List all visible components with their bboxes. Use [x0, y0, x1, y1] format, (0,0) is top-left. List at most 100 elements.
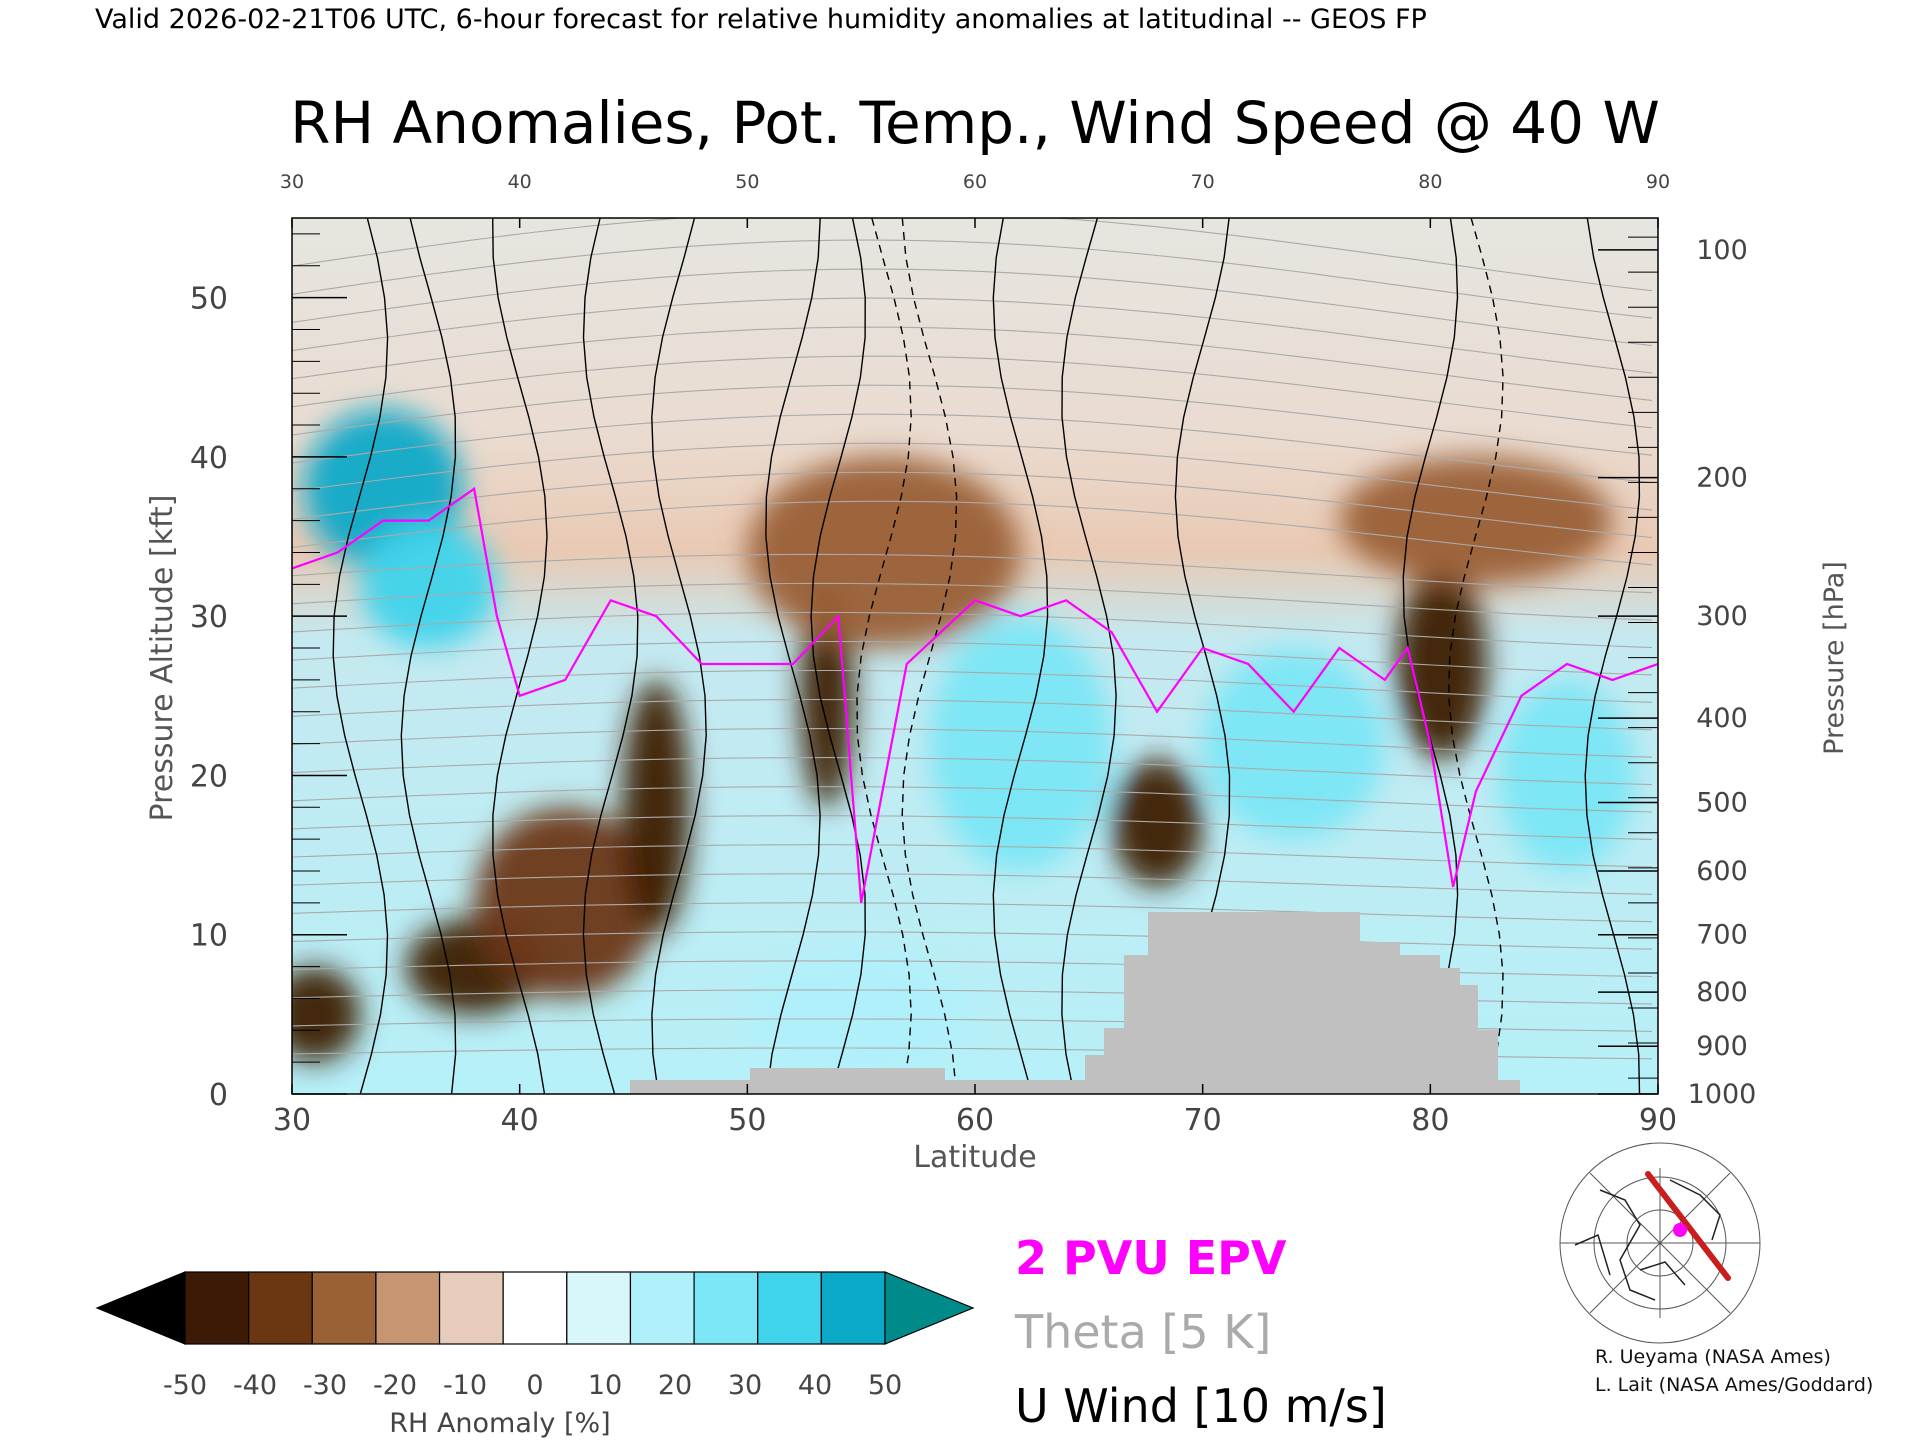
u-wind-contour — [1584, 218, 1641, 1094]
theta-contour — [292, 268, 1653, 347]
inset-location-marker — [1673, 1223, 1687, 1237]
y-axis-left: 0 10 20 30 40 50 — [190, 233, 347, 1113]
theta-contour — [292, 355, 1653, 429]
colorbar-cell — [438, 1271, 504, 1345]
y-tick-label-right: 200 — [1696, 463, 1748, 494]
rh-anomaly-region — [747, 456, 1021, 649]
inset-section-line — [1645, 1171, 1731, 1281]
y-tick-label-right: 600 — [1696, 856, 1748, 887]
colorbar-cell — [375, 1271, 441, 1345]
colorbar-tick-label: 30 — [728, 1370, 762, 1401]
u-wind-contour — [765, 218, 821, 1094]
theta-contour — [292, 297, 1653, 374]
u-wind-contour — [992, 218, 1049, 1094]
y-tick-label-right: 100 — [1696, 235, 1748, 266]
u-wind-contour — [901, 218, 958, 1094]
rh-anomaly-region — [929, 616, 1112, 872]
x-tick-label: 80 — [1411, 1103, 1449, 1138]
theta-contour — [292, 239, 1653, 319]
legend: 2 PVU EPV Theta [5 K] U Wind [10 m/s] — [1014, 1231, 1387, 1433]
colorbar: -50 -40 -30 -20 -10 0 10 20 30 40 50 RH Anomaly [%… — [95, 1271, 975, 1439]
u-wind-contour — [810, 218, 866, 1094]
theta-contour — [292, 218, 1653, 292]
u-wind-contour — [492, 218, 548, 1094]
plot-area: 30 40 50 60 70 80 90 30 40 50 60 70 80 90 0 10 20 30 40 5… — [145, 171, 1850, 1175]
theta-contour — [292, 326, 1653, 401]
x-tick-label: 90 — [1639, 1103, 1677, 1138]
theta-contour — [292, 902, 1653, 923]
u-wind-contour — [332, 218, 389, 1094]
chart-title: RH Anomalies, Pot. Temp., Wind Speed @ 4… — [290, 89, 1660, 157]
legend-theta: Theta [5 K] — [1014, 1305, 1271, 1359]
u-wind-contour — [582, 218, 639, 1094]
x-axis-label: Latitude — [913, 1140, 1036, 1175]
x-tick-label-top: 50 — [735, 171, 759, 193]
inset-locator-map — [1559, 1142, 1761, 1344]
x-tick-label-top: 40 — [508, 171, 532, 193]
attribution-line-1: R. Ueyama (NASA Ames) — [1595, 1346, 1831, 1368]
rh-anomaly-region — [1111, 759, 1203, 887]
colorbar-cell — [629, 1271, 695, 1345]
y-axis-right-label: Pressure [hPa] — [1819, 561, 1850, 755]
theta-contour — [292, 471, 1653, 539]
colorbar-extend-high — [884, 1271, 975, 1345]
legend-wind: U Wind [10 m/s] — [1015, 1379, 1387, 1433]
u-wind-contour — [400, 218, 457, 1094]
y-tick-label-left: 20 — [190, 759, 228, 794]
colorbar-cell — [502, 1271, 568, 1345]
theta-contour — [292, 815, 1653, 840]
y-tick-label-left: 0 — [209, 1078, 228, 1113]
colorbar-tick-label: 40 — [798, 1370, 832, 1401]
rh-anomaly-region — [1339, 456, 1613, 585]
y-tick-label-left: 40 — [190, 441, 228, 476]
x-tick-label-top: 30 — [280, 171, 304, 193]
colorbar-tick-label: -20 — [373, 1370, 417, 1401]
rh-anomaly-region — [292, 966, 361, 1063]
theta-contour — [292, 611, 1653, 649]
colorbar-cell — [820, 1271, 886, 1345]
theta-contour — [292, 582, 1653, 621]
colorbar-tick-label: 10 — [588, 1370, 622, 1401]
u-wind-contour — [1061, 218, 1117, 1094]
colorbar-cell — [566, 1271, 632, 1345]
theta-contour — [292, 728, 1653, 758]
x-tick-label: 40 — [501, 1103, 539, 1138]
colorbar-cell — [184, 1271, 250, 1345]
colorbar-tick-label: 50 — [868, 1370, 902, 1401]
y-tick-label-left: 30 — [190, 600, 228, 635]
x-tick-label-top: 80 — [1418, 171, 1442, 193]
rh-anomaly-region — [360, 520, 497, 649]
colorbar-tick-label: -40 — [233, 1370, 277, 1401]
theta-contour — [292, 500, 1653, 566]
terrain-mask — [630, 912, 1520, 1094]
x-tick-label-top: 60 — [963, 171, 987, 193]
colorbar-tick-label: 0 — [526, 1370, 543, 1401]
x-axis-top: 30 40 50 60 70 80 90 — [280, 171, 1670, 228]
x-axis-bottom: 30 40 50 60 70 80 90 — [273, 1084, 1677, 1138]
u-wind-contour — [1447, 218, 1504, 1094]
colorbar-cell — [248, 1271, 313, 1345]
theta-contour — [292, 931, 1653, 950]
u-wind-contour — [856, 218, 912, 1094]
legend-epv: 2 PVU EPV — [1015, 1231, 1287, 1285]
colorbar-tick-label: -50 — [163, 1370, 207, 1401]
y-tick-label-right: 500 — [1696, 788, 1748, 819]
colorbar-extend-low — [95, 1271, 186, 1345]
inset-coastlines — [1574, 1179, 1721, 1301]
rh-anomaly-region — [622, 679, 691, 935]
colorbar-tick-label: -10 — [443, 1370, 487, 1401]
theta-contour — [292, 640, 1653, 676]
colorbar-label: RH Anomaly [%] — [389, 1408, 610, 1439]
theta-contour — [292, 384, 1653, 456]
x-tick-label-top: 90 — [1646, 171, 1670, 193]
colorbar-tick-label: 20 — [658, 1370, 692, 1401]
rh-anomaly-region — [747, 950, 976, 1079]
y-tick-label-right: 700 — [1696, 920, 1748, 951]
x-tick-label: 50 — [728, 1103, 766, 1138]
theta-contour — [292, 669, 1653, 703]
y-tick-label-left: 10 — [190, 919, 228, 954]
colorbar-tick-label: -30 — [303, 1370, 347, 1401]
theta-contour — [292, 873, 1653, 895]
rh-anomaly-region — [1202, 648, 1385, 840]
